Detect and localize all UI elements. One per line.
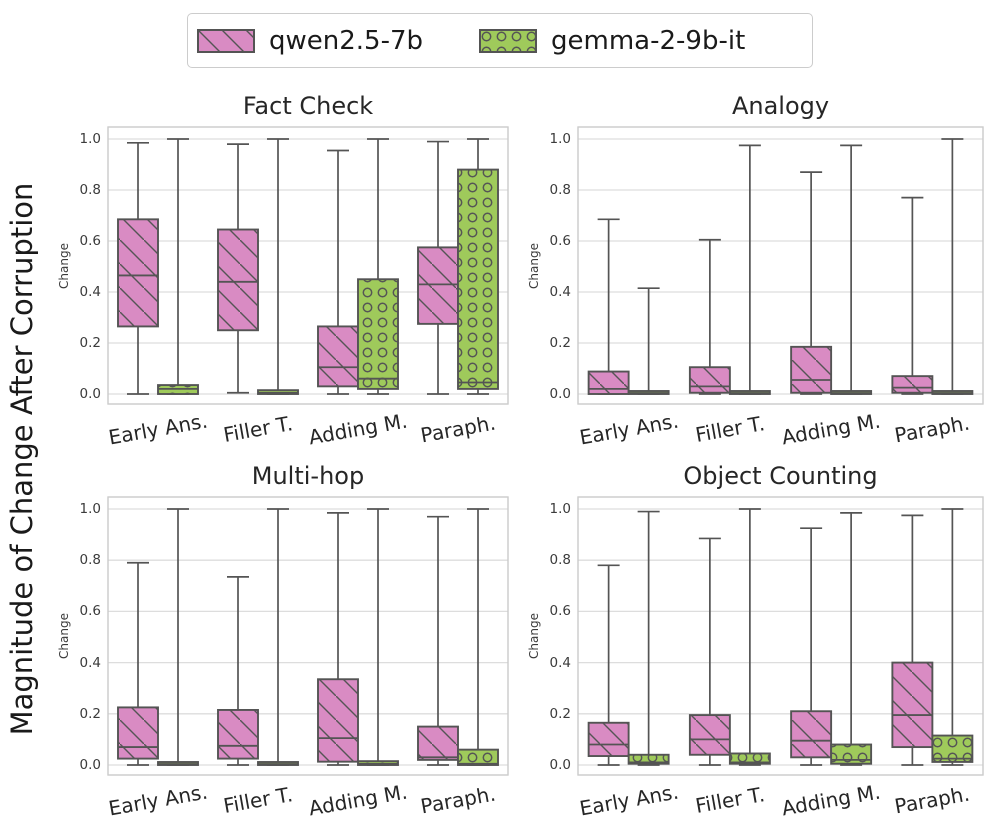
box-gemma-2-9b-it-hatch: [729, 753, 770, 764]
y-tick-label: 0.2: [79, 705, 101, 722]
box-qwen2-5-7b-hatch: [418, 726, 458, 760]
box-qwen2-5-7b-hatch: [218, 229, 258, 331]
box-qwen2-5-7b-hatch: [689, 367, 730, 393]
axes-spines: [577, 496, 984, 776]
box-gemma-2-9b-it-border: [830, 743, 873, 765]
box-qwen2-5-7b-border: [317, 678, 359, 763]
y-tick-label: 0.0: [79, 386, 101, 402]
legend-item-qwen2-5-7b: qwen2.5-7b: [197, 28, 423, 54]
box-qwen2-5-7b-hatch: [892, 662, 933, 748]
box-qwen2-5-7b-hatch: [418, 247, 458, 324]
box-qwen2-5-7b-hatch: [318, 326, 358, 387]
y-tick-label: 0.6: [79, 603, 101, 620]
y-tick-label: 0.6: [549, 603, 571, 620]
box-gemma-2-9b-it-hatch: [831, 744, 872, 764]
legend-item-gemma-2-9b-it: gemma-2-9b-it: [479, 28, 745, 54]
y-tick-label: 0.8: [549, 552, 571, 569]
y-tick-label: 1.0: [79, 131, 101, 147]
subplot-title-object-counting: Object Counting: [683, 462, 878, 490]
box-qwen2-5-7b-border: [587, 721, 630, 757]
box-qwen2-5-7b-hatch: [791, 711, 832, 758]
subplot-title-multi-hop: Multi-hop: [251, 462, 365, 490]
axes-spines: [107, 496, 509, 776]
box-qwen2-5-7b-border: [790, 710, 833, 759]
y-tick-label: 0.8: [549, 182, 571, 198]
box-gemma-2-9b-it-border: [728, 752, 771, 765]
axes-spines: [107, 126, 509, 405]
box-gemma-2-9b-it-hatch: [932, 735, 973, 762]
box-qwen2-5-7b-hatch: [791, 346, 832, 393]
y-tick-label: 0.8: [79, 182, 101, 198]
y-tick-label: 1.0: [549, 131, 571, 147]
y-tick-label: 0.2: [79, 335, 101, 351]
box-gemma-2-9b-it-hatch: [458, 749, 498, 765]
box-qwen2-5-7b-hatch: [689, 715, 730, 755]
y-tick-label: 0.0: [549, 386, 571, 402]
gemma-dotted-swatch-icon: [479, 28, 538, 53]
box-gemma-2-9b-it-border: [357, 278, 399, 390]
y-tick-label: 0.2: [549, 335, 571, 351]
y-tick-label: 0.0: [549, 757, 571, 773]
y-tick-label: 0.4: [79, 284, 101, 300]
box-qwen2-5-7b-border: [217, 709, 259, 760]
box-gemma-2-9b-it-hatch: [458, 169, 498, 389]
y-tick-label: 0.6: [79, 233, 101, 249]
box-qwen2-5-7b-hatch: [588, 722, 629, 757]
y-tick-label: 0.0: [79, 757, 101, 773]
axes-spines: [577, 126, 984, 405]
box-gemma-2-9b-it-border: [627, 753, 670, 765]
box-qwen2-5-7b-border: [688, 714, 731, 756]
legend-label-qwen: qwen2.5-7b: [269, 25, 424, 56]
box-gemma-2-9b-it-border: [457, 748, 499, 766]
subplot-title-analogy: Analogy: [731, 92, 830, 120]
box-qwen2-5-7b-border: [891, 661, 934, 749]
box-qwen2-5-7b-border: [587, 370, 630, 395]
y-tick-label: 0.8: [79, 552, 101, 569]
box-qwen2-5-7b-border: [117, 706, 159, 760]
y-tick-label: 0.2: [549, 705, 571, 722]
box-qwen2-5-7b-border: [117, 218, 159, 328]
box-qwen2-5-7b-border: [790, 345, 833, 394]
figure-ylabel: Magnitude of Change After Corruption: [5, 182, 39, 736]
y-tick-label: 0.4: [549, 654, 571, 671]
y-tick-label: 0.4: [79, 654, 101, 671]
legend-label-gemma: gemma-2-9b-it: [551, 25, 746, 56]
box-qwen2-5-7b-hatch: [118, 219, 158, 327]
box-qwen2-5-7b-hatch: [318, 679, 358, 762]
box-gemma-2-9b-it-border: [931, 734, 974, 763]
y-tick-label: 0.4: [549, 284, 571, 300]
box-qwen2-5-7b-border: [417, 725, 459, 761]
box-qwen2-5-7b-hatch: [218, 709, 258, 759]
box-qwen2-5-7b-border: [217, 228, 259, 332]
qwen-hatched-swatch-icon: [197, 28, 255, 53]
box-gemma-2-9b-it-border: [457, 168, 499, 390]
subplot-title-fact-check: Fact Check: [242, 92, 374, 120]
y-tick-label: 0.6: [549, 233, 571, 249]
box-gemma-2-9b-it-hatch: [358, 279, 398, 389]
y-tick-label: 1.0: [79, 501, 101, 517]
y-tick-label: 1.0: [549, 501, 571, 517]
box-qwen2-5-7b-hatch: [118, 707, 158, 759]
box-qwen2-5-7b-hatch: [892, 376, 933, 393]
box-qwen2-5-7b-border: [891, 375, 934, 394]
legend: qwen2.5-7b gemma-2-9b-it: [187, 13, 813, 68]
box-qwen2-5-7b-border: [688, 366, 731, 394]
box-qwen2-5-7b-hatch: [588, 371, 629, 394]
box-gemma-2-9b-it-hatch: [628, 754, 669, 764]
